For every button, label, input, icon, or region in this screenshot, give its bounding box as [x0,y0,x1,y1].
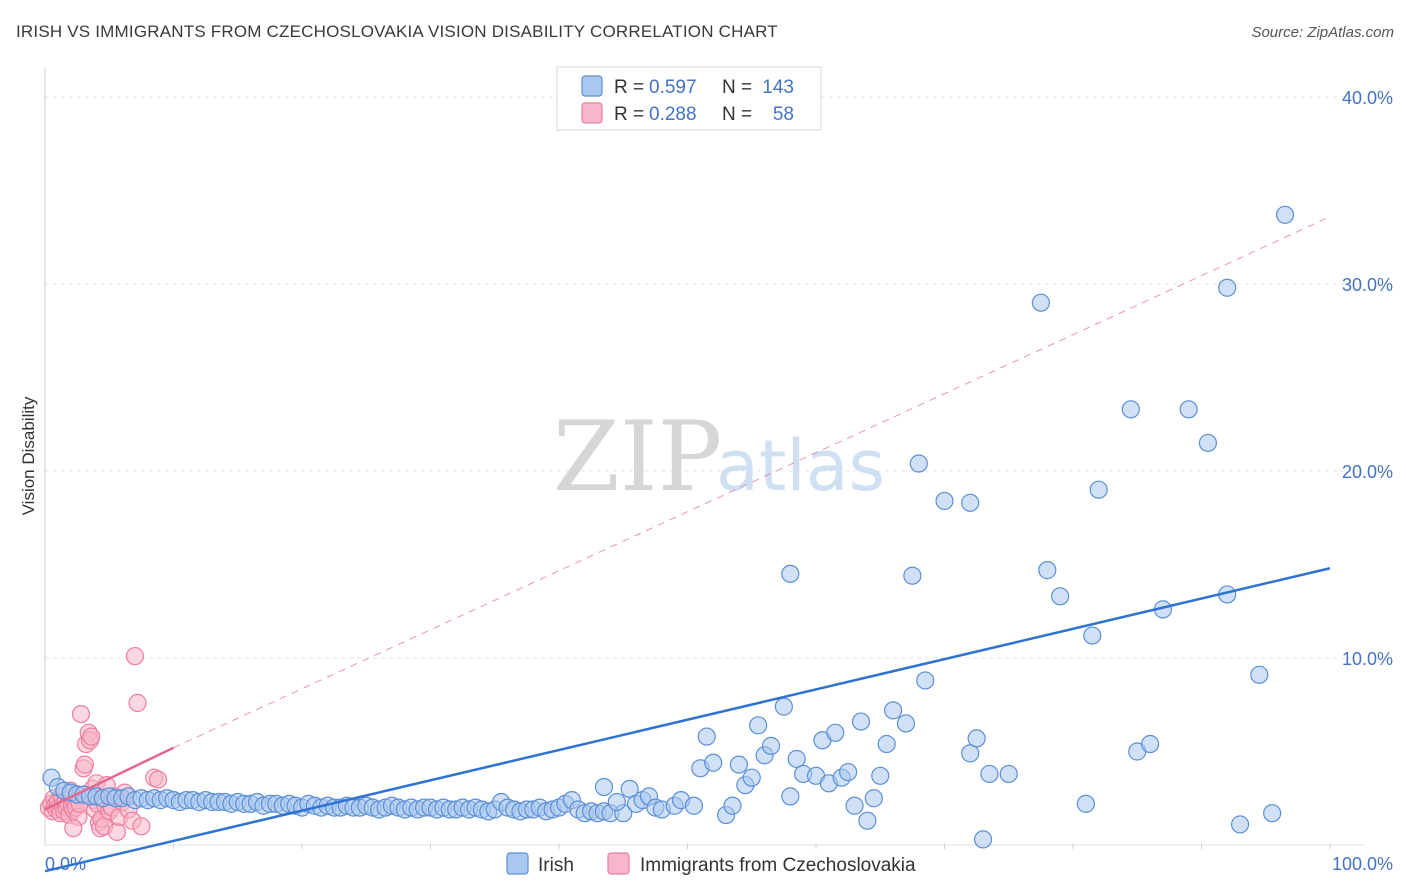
irish-point-113 [787,749,806,769]
czech-trend-line [44,746,175,811]
irish-point-139 [999,764,1018,784]
grid-lines [45,96,1365,849]
chart-source: Source: ZipAtlas.com [1251,24,1394,41]
irish-point-138 [980,764,999,784]
y-tick-label-10: 10.0% [1342,649,1393,669]
bottom-legend-label-czech: Immigrants from Czechoslovakia [640,855,916,876]
irish-point-156 [1263,804,1282,823]
irish-point-132 [909,454,928,473]
irish-point-122 [851,712,871,731]
irish-point-125 [871,766,890,785]
irish-point-142 [1051,587,1070,606]
czech-point-54 [132,817,151,836]
irish-point-120 [839,762,858,782]
irish-point-111 [774,697,793,716]
watermark-zip: ZIP [553,401,722,513]
irish-point-145 [1089,480,1108,499]
irish-point-108 [749,716,768,735]
czech-point-53 [128,693,147,712]
irish-point-90 [607,792,626,812]
czech-point-52 [125,647,145,666]
irish-point-136 [967,729,986,748]
legend-n-value-czech: 58 [773,104,794,125]
czech-point-24 [71,704,91,724]
irish-point-137 [973,830,993,849]
irish-point-155 [1250,665,1269,684]
watermark-atlas: atlas [716,425,885,507]
legend-r-value-czech: 0.288 [649,104,697,125]
y-axis-label: Vision Disability [19,396,38,515]
x-tick-label-100: 100.0% [1332,854,1393,874]
irish-point-146 [1121,400,1140,419]
y-tick-label-30: 30.0% [1342,275,1393,295]
irish-point-112 [781,787,800,806]
irish-point-127 [883,701,903,720]
legend-swatch-czech [581,102,603,124]
chart-title: IRISH VS IMMIGRANTS FROM CZECHOSLOVAKIA … [16,22,778,41]
legend-n-label-czech: N = [722,104,752,125]
irish-point-123 [858,811,877,830]
irish-point-141 [1038,561,1057,580]
irish-point-150 [1179,400,1198,419]
bottom-legend-swatch-irish [506,852,529,875]
legend-r-label-czech: R = [614,104,644,125]
legend-swatch-irish [581,75,603,97]
trend-lines [44,216,1331,873]
czech-point-30 [82,727,101,746]
legend: R = 0.597 N = 143 R = 0.288 N = 58 [556,66,822,131]
czech-point-26 [75,755,94,774]
y-axis-label-group: Vision Disability [19,396,38,515]
y-tick-label-20: 20.0% [1342,462,1393,482]
series-irish-points [42,205,1295,849]
irish-point-89 [594,777,614,797]
watermark: ZIP atlas [553,401,885,513]
czech-trend-line-extended [173,216,1331,749]
bottom-legend: Irish Immigrants from Czechoslovakia [506,852,916,876]
irish-point-143 [1083,626,1102,645]
irish-point-126 [877,734,896,754]
czech-point-46 [107,822,127,842]
irish-point-107 [742,768,761,787]
irish-point-124 [864,789,883,808]
irish-point-151 [1198,433,1218,453]
legend-r-value-irish: 0.597 [649,77,697,98]
irish-point-99 [684,796,704,815]
irish-point-118 [826,723,845,742]
irish-point-140 [1031,293,1050,312]
czech-point-57 [64,819,83,838]
axes [44,68,1365,846]
irish-point-130 [781,564,800,583]
irish-point-144 [1076,794,1095,813]
irish-point-110 [761,736,781,755]
irish-point-153 [1218,278,1237,297]
irish-point-121 [845,796,864,815]
irish-point-135 [961,744,980,763]
bottom-legend-swatch-czech [607,852,630,875]
irish-point-104 [723,796,742,815]
irish-point-102 [704,753,723,772]
irish-point-134 [961,493,980,512]
irish-point-148 [1140,734,1160,754]
irish-point-91 [620,779,639,799]
legend-n-value-irish: 143 [762,77,794,98]
series-czech-points [39,647,168,842]
irish-trend-line [44,567,1331,873]
legend-r-label-irish: R = [614,77,644,98]
irish-point-128 [896,714,916,733]
irish-point-157 [1275,205,1295,224]
irish-point-154 [1230,815,1250,834]
y-tick-label-40: 40.0% [1342,88,1393,108]
irish-point-101 [697,727,716,746]
legend-n-label-irish: N = [722,77,752,98]
irish-point-133 [935,491,954,511]
irish-point-105 [729,755,749,774]
czech-point-56 [148,770,168,789]
irish-point-131 [903,566,922,585]
bottom-legend-label-irish: Irish [538,855,574,876]
irish-point-129 [916,671,935,690]
